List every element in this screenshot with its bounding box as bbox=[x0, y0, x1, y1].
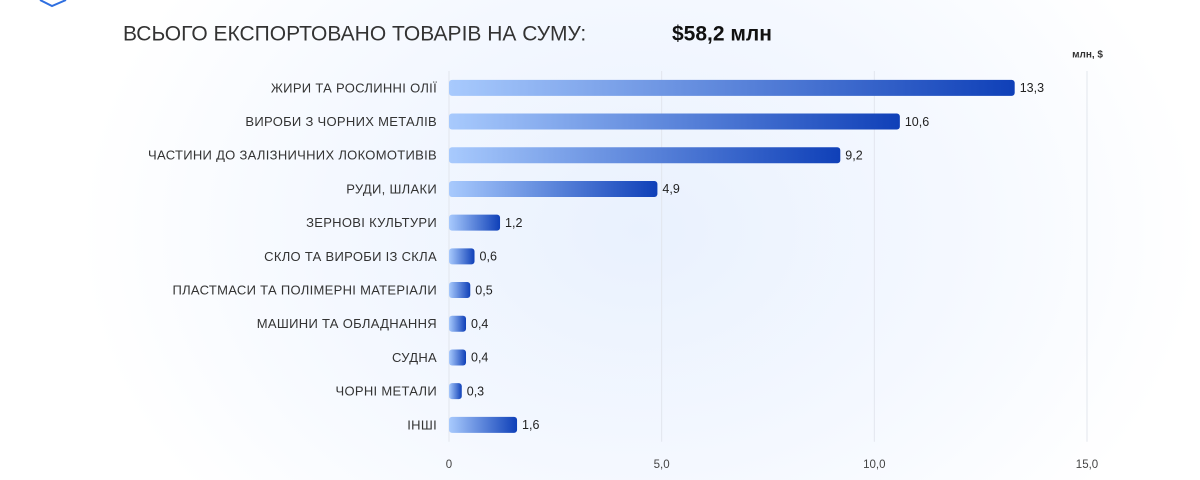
x-tick-label: 10,0 bbox=[863, 459, 885, 471]
value-label: 4,9 bbox=[662, 182, 679, 196]
value-label: 0,4 bbox=[471, 317, 488, 331]
bar bbox=[449, 147, 841, 164]
total: $58,2 млн bbox=[672, 23, 772, 46]
bar bbox=[449, 416, 518, 433]
category-label: ІНШІ bbox=[407, 417, 437, 432]
category-label: СУДНА bbox=[392, 350, 437, 365]
bar bbox=[449, 180, 658, 197]
value-label: 0,3 bbox=[467, 384, 484, 398]
value-label: 9,2 bbox=[845, 149, 862, 163]
category-label: РУДИ, ШЛАКИ bbox=[346, 181, 437, 196]
logo bbox=[39, 0, 67, 8]
value-label: 0,4 bbox=[471, 351, 488, 365]
category-label: ПЛАСТМАСИ ТА ПОЛІМЕРНІ МАТЕРІАЛИ bbox=[172, 282, 437, 297]
value-label: 0,5 bbox=[475, 283, 492, 297]
category-label: ЖИРИ ТА РОСЛИННІ ОЛІЇ bbox=[271, 80, 437, 95]
category-label: СКЛО ТА ВИРОБИ ІЗ СКЛА bbox=[264, 249, 437, 264]
bar bbox=[449, 214, 501, 231]
category-label: МАШИНИ ТА ОБЛАДНАННЯ bbox=[257, 316, 437, 331]
x-tick-label: 5,0 bbox=[654, 459, 670, 471]
bar bbox=[449, 113, 900, 130]
bar bbox=[449, 383, 462, 400]
bar bbox=[449, 79, 1015, 96]
bar bbox=[449, 248, 475, 265]
category-label: ЧОРНІ МЕТАЛИ bbox=[336, 384, 438, 399]
category-label: ВИРОБИ З ЧОРНИХ МЕТАЛІВ bbox=[245, 114, 437, 129]
subtitle: ВСЬОГО ЕКСПОРТОВАНО ТОВАРІВ НА СУМУ: bbox=[123, 23, 586, 46]
category-label: ЧАСТИНИ ДО ЗАЛІЗНИЧНИХ ЛОКОМОТИВІВ bbox=[148, 148, 437, 163]
bar bbox=[449, 315, 467, 332]
x-tick-label: 0 bbox=[446, 459, 452, 471]
category-label: ЗЕРНОВІ КУЛЬТУРИ bbox=[306, 215, 437, 230]
value-label: 0,6 bbox=[480, 250, 497, 264]
bar bbox=[449, 349, 467, 366]
value-label: 13,3 bbox=[1020, 81, 1044, 95]
unit-label: млн, $ bbox=[1072, 50, 1103, 61]
bar bbox=[449, 282, 471, 299]
x-tick-label: 15,0 bbox=[1076, 459, 1098, 471]
value-label: 1,6 bbox=[522, 418, 539, 432]
value-label: 10,6 bbox=[905, 115, 929, 129]
value-label: 1,2 bbox=[505, 216, 522, 230]
